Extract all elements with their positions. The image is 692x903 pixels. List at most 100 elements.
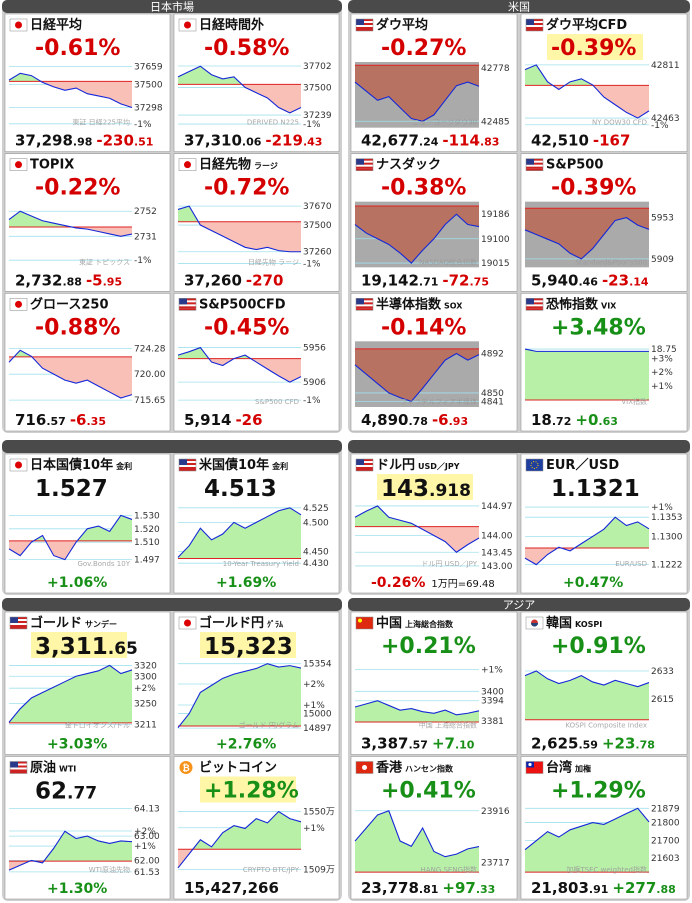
- quote-tile: 日経先物 ラージ -0.72% 37670 37500 37260 -1% 日経先物 ラージ 3…: [173, 153, 340, 292]
- price-line: [8, 514, 133, 561]
- price-main: 15,323: [204, 634, 293, 660]
- price-line: [524, 64, 650, 119]
- price-decimals: .57: [46, 415, 66, 428]
- change-decimals: .88: [656, 883, 676, 896]
- price-main: 1.527: [35, 476, 108, 502]
- change: -114: [442, 132, 480, 150]
- bottom-quote: 4,890.78 -6.93: [361, 411, 468, 429]
- change: -230: [96, 132, 134, 150]
- change-decimals: .75: [470, 275, 490, 288]
- price-decimals: .91: [589, 883, 609, 896]
- name: ナスダック: [376, 157, 441, 173]
- watermark: Standard&Poor's500: [575, 258, 647, 266]
- tick-label: -1%: [303, 396, 321, 406]
- tick-label: 37500: [134, 81, 163, 91]
- change-pct: +0.47%: [563, 575, 623, 591]
- head-highlight: [31, 632, 127, 658]
- change-pct: -0.72%: [204, 176, 289, 201]
- name-suffix: 上海総合指数: [405, 619, 454, 629]
- price-main: 62: [35, 779, 67, 805]
- tile-bg: [350, 611, 518, 755]
- area-down: [178, 221, 301, 252]
- quote-tile: ナスダック-0.38%191861910019015NASDAQ総合指数19,1…: [350, 153, 518, 292]
- name: 日本国債10年: [30, 457, 113, 473]
- tile-name: ダウ平均: [376, 17, 428, 33]
- flag-icon: [525, 298, 544, 311]
- name: ビットコイン: [199, 760, 277, 776]
- bottom-quote: 18.72 +0.63: [531, 411, 618, 429]
- watermark: ドル円 USD／JPY: [421, 560, 477, 568]
- name: 日経時間外: [199, 17, 264, 33]
- tick-label: 5906: [303, 378, 326, 388]
- tick-label: 42811: [651, 61, 680, 71]
- tick-label: 42463: [651, 114, 680, 124]
- tick-label: 143.45: [481, 548, 513, 558]
- tile-name: S&P500CFD: [199, 297, 286, 312]
- price-decimals: .06: [242, 136, 262, 149]
- watermark: KOSPI Composite Index: [565, 722, 647, 730]
- price-decimals: .65: [108, 639, 138, 659]
- quote-tile: グロース250 -0.88% 724.28 720.00 715.65 716.57 -6.…: [4, 293, 171, 432]
- quote-tile: ドル円 USD／JPY 143.918 144.97 144.00 143.45 143.0…: [350, 453, 518, 594]
- flag-icon: [355, 158, 374, 171]
- panel-title: 日本市場: [150, 0, 194, 14]
- tick-label: -1%: [134, 120, 152, 130]
- watermark: WTI原油先物: [89, 865, 130, 874]
- tick-label: 4850: [481, 389, 504, 399]
- tick-label: -1%: [303, 120, 321, 130]
- watermark: NY DOW30 CFD: [592, 119, 647, 127]
- area-down: [355, 65, 479, 122]
- panel-bar: [2, 0, 342, 13]
- bottom-quote: 5,940.46 -23.14: [531, 271, 649, 289]
- area-up: [525, 349, 649, 401]
- area-down: [9, 356, 132, 399]
- flag-icon: [178, 616, 197, 630]
- name: 日経平均: [30, 17, 82, 33]
- watermark: CRYPTO BTC/JPY: [243, 866, 300, 874]
- area-up: [178, 206, 301, 222]
- watermark: 加権TSEC weighted指数: [566, 865, 647, 874]
- tick-label: 3320: [134, 661, 157, 671]
- change: -219: [265, 132, 303, 150]
- change-decimals: .43: [303, 136, 323, 149]
- price-main: 5,914: [184, 411, 231, 429]
- price-main: 1.1321: [551, 476, 640, 502]
- flag-icon: [355, 298, 374, 311]
- price-line: [177, 507, 302, 558]
- watermark: 金トロイオンス/ドル: [65, 721, 130, 730]
- watermark: ゴールド 円/グラム: [239, 721, 299, 730]
- flag-icon: [9, 616, 28, 630]
- tile-name: ゴールド サンデー: [30, 615, 117, 631]
- tick-label: 37260: [303, 248, 332, 258]
- change-pct: -0.45%: [204, 315, 289, 340]
- change-pct: +3.03%: [47, 737, 107, 753]
- tick-label: 37239: [303, 111, 332, 121]
- change-decimals: .35: [86, 415, 106, 428]
- tick-label: 5909: [651, 255, 674, 265]
- quote-tile: TOPIX -0.22% 2752 2731 -1% 東証 トピックス 2,732.88 -5…: [4, 153, 171, 292]
- tile-name: 日経平均: [30, 17, 82, 33]
- tile-name: 日本国債10年 金利: [30, 457, 132, 473]
- price-main: 3,387: [361, 735, 408, 753]
- price-decimals: .918: [429, 481, 471, 501]
- bottom-quote: 2,732.88 -5.95: [15, 271, 122, 289]
- watermark: 東証 トピックス: [79, 257, 130, 266]
- change-pct: -0.14%: [381, 315, 466, 340]
- price-main: 143: [381, 476, 429, 502]
- tick-label: +2%: [651, 368, 673, 378]
- tile-name: 米国債10年 金利: [199, 457, 288, 473]
- tile-name: 韓国 KOSPI: [546, 615, 602, 631]
- tick-label: 42485: [481, 117, 510, 127]
- bottom-quote: +2.76%: [216, 737, 276, 753]
- tile-name: 中国 上海総合指数: [376, 615, 454, 631]
- name: S&P500CFD: [199, 297, 286, 312]
- panel-bar: [2, 598, 342, 611]
- change: +277: [612, 879, 656, 897]
- tick-label: 62.00: [134, 856, 160, 866]
- name-suffix: 加権: [574, 764, 591, 774]
- area-down: [355, 526, 479, 553]
- change-pct: -0.22%: [35, 176, 120, 201]
- watermark: フィラデルフィア半導体: [400, 397, 477, 406]
